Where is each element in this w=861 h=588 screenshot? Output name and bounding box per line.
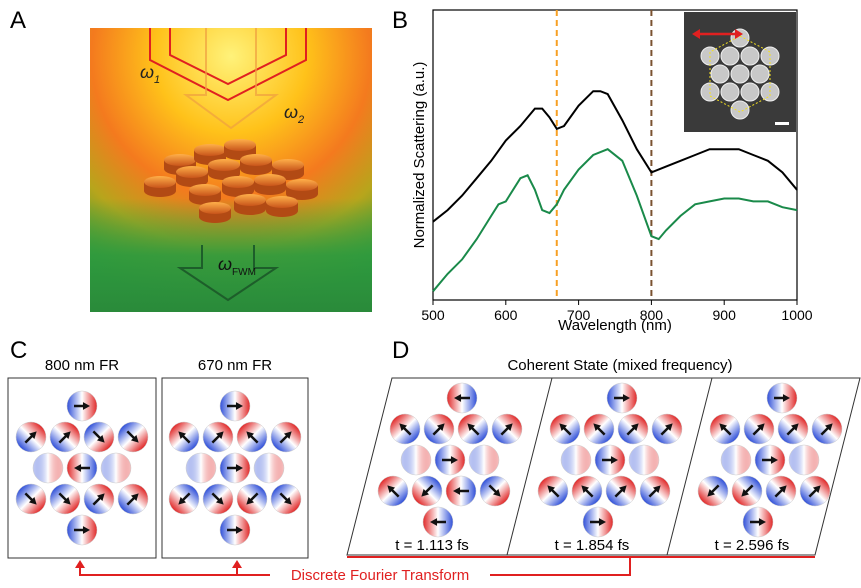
dipole-disk [561,445,591,475]
state-title: Coherent State (mixed frequency) [507,357,732,374]
disk-top [254,174,286,186]
time-label: t = 1.854 fs [555,537,630,554]
disk-top [164,154,196,166]
figure: A B C D ω1 ω2 ωFWM Wavelength (nm) Norma… [0,0,861,583]
inset-disk [751,65,769,83]
panel-a: ω1 ω2 ωFWM [90,28,372,312]
inset-disk [731,101,749,119]
x-tick-label: 800 [640,307,664,323]
disk-top [240,154,272,166]
disk-top [222,176,254,188]
x-tick-label: 600 [494,307,518,323]
state-divider [667,378,712,555]
y-axis-label: Normalized Scattering (a.u.) [411,62,428,249]
time-label: t = 2.596 fs [715,537,790,554]
panel-label: D [392,337,409,364]
dipole-disk [401,445,431,475]
panel-label: C [10,337,27,364]
mode-title: 670 nm FR [198,357,272,374]
panel-label: A [10,7,26,34]
scale-bar [775,122,789,125]
disk-top [234,194,266,206]
disk-top [194,144,226,156]
mode-title: 800 nm FR [45,357,119,374]
inset-disk [721,47,739,65]
omega-sub: 1 [154,74,160,86]
inset-disk [741,47,759,65]
dipole-disk [254,453,284,483]
dipole-disk [33,453,63,483]
omega-symbol: ω [218,254,232,274]
inset-disk [741,83,759,101]
disk-top [272,159,304,171]
panel-label: B [392,7,408,34]
x-tick-label: 900 [713,307,737,323]
dipole-disk [469,445,499,475]
disk-top [144,176,176,188]
disk-top [208,159,240,171]
connector-arrowheads [75,560,242,568]
fourier-connector: Discrete Fourier Transform [75,557,815,583]
disk-top [224,139,256,151]
dipole-disk [721,445,751,475]
omega-sub: 2 [297,114,304,126]
dipole-modes [16,383,842,545]
sem-inset [684,12,796,132]
x-tick-label: 500 [421,307,445,323]
state-divider [507,378,552,555]
dipole-disk [101,453,131,483]
data-line [433,149,797,291]
disk-top [286,179,318,191]
x-tick-label: 1000 [781,307,812,323]
omega-sub: FWM [232,267,256,278]
omega-symbol: ω [140,62,154,82]
disk-top [189,184,221,196]
dipole-disk [186,453,216,483]
disk-top [199,202,231,214]
disk-top [176,166,208,178]
x-tick-label: 700 [567,307,591,323]
omega-symbol: ω [284,102,298,122]
inset-disk [721,83,739,101]
time-label: t = 1.113 fs [395,537,469,554]
dipole-disk [789,445,819,475]
inset-disk [711,65,729,83]
dipole-disk [629,445,659,475]
inset-disk [731,29,749,47]
inset-disk [731,65,749,83]
disk-top [266,196,298,208]
transform-label: Discrete Fourier Transform [291,567,469,583]
page: A B C D ω1 ω2 ωFWM Wavelength (nm) Norma… [0,0,861,588]
